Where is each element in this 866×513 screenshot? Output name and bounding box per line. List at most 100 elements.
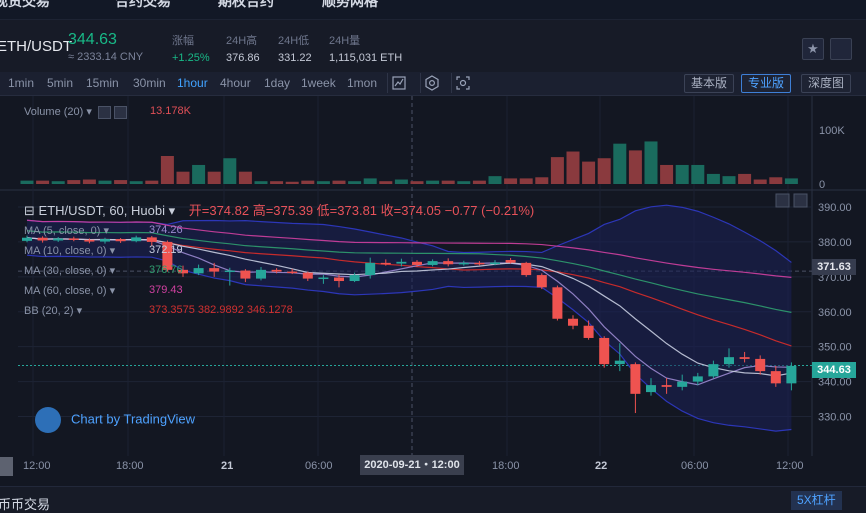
- watermark-text: Chart by TradingView: [71, 411, 196, 427]
- indicator-legend[interactable]: BB (20, 2) ▾ 373.3575 382.9892 346.1278: [24, 304, 293, 317]
- price-tick-label: 360.00: [818, 307, 852, 319]
- interval-1hour[interactable]: 1hour: [177, 76, 208, 90]
- nav-options[interactable]: 期权合约: [218, 0, 274, 9]
- price-chart[interactable]: 390.00380.00370.00360.00350.00340.00330.…: [0, 96, 866, 476]
- volume-bar: [457, 181, 471, 184]
- stat-value: 1,115,031 ETH: [329, 52, 403, 64]
- view-depth-button[interactable]: 深度图: [801, 74, 852, 93]
- volume-legend: Volume (20) ▾: [24, 105, 127, 119]
- candle-body: [396, 261, 407, 264]
- volume-bar: [160, 156, 174, 184]
- cny-price: ≈ 2333.14 CNY: [68, 51, 144, 63]
- price-tick-label: 380.00: [818, 237, 852, 249]
- stat-label: 涨幅: [172, 35, 194, 47]
- candle-body: [146, 237, 157, 242]
- volume-bar: [504, 178, 518, 184]
- indicator-value: 379.43: [149, 284, 183, 296]
- tab-spot-trading[interactable]: 币币交易: [0, 497, 51, 512]
- indicator-label: MA (30, close, 0) ▾: [24, 265, 116, 277]
- candle-body: [583, 325, 594, 338]
- indicator-legend[interactable]: MA (30, close, 0) ▾ 376.76: [24, 264, 183, 277]
- bb-lower-line: [26, 254, 792, 432]
- price-tick-label: 330.00: [818, 412, 852, 424]
- chart-style-icon[interactable]: [387, 73, 409, 93]
- settings-icon[interactable]: [97, 105, 111, 119]
- interval-1week[interactable]: 1week: [301, 76, 336, 90]
- crosshair-price-tag: 371.63: [812, 259, 856, 275]
- candle-body: [68, 238, 79, 240]
- candle-body: [755, 358, 766, 372]
- volume-bar: [207, 171, 221, 184]
- view-basic-button[interactable]: 基本版: [684, 74, 735, 93]
- leverage-button[interactable]: 5X杠杆: [791, 491, 842, 510]
- volume-bar: [394, 179, 408, 184]
- volume-bar: [238, 171, 252, 184]
- ma-30-line: [26, 230, 792, 313]
- dropdown-icon[interactable]: ▾: [86, 106, 92, 118]
- symbol-title[interactable]: ETH/USDT, 60, Huobi: [38, 203, 165, 218]
- volume-bar: [192, 164, 206, 184]
- star-icon[interactable]: ★: [802, 38, 824, 60]
- fullscreen-icon[interactable]: [830, 38, 852, 60]
- interval-1day[interactable]: 1day: [264, 76, 291, 90]
- interval-5min[interactable]: 5min: [47, 76, 74, 90]
- volume-bar: [597, 158, 611, 184]
- candle-body: [474, 262, 485, 265]
- bb-fill: [27, 205, 792, 432]
- candle-body: [568, 318, 578, 326]
- indicator-legend[interactable]: MA (10, close, 0) ▾ 372.19: [24, 244, 183, 257]
- volume-bar: [582, 161, 596, 184]
- volume-bar: [628, 150, 642, 184]
- indicator-label: BB (20, 2) ▾: [24, 305, 83, 317]
- nav-contract[interactable]: 合约交易: [115, 0, 171, 9]
- time-axis: 12:00 18:00 21 06:00 18:00 22 06:00 12:0…: [0, 456, 812, 476]
- indicator-legend[interactable]: MA (5, close, 0) ▾ 374.26: [24, 224, 183, 237]
- candle-body: [458, 262, 469, 265]
- candle-body: [100, 239, 110, 242]
- indicators-icon[interactable]: [420, 73, 442, 93]
- interval-30min[interactable]: 30min: [133, 76, 166, 90]
- candle-body: [677, 381, 688, 387]
- candle-body: [209, 268, 220, 272]
- nav-spot[interactable]: 现货交易: [0, 0, 50, 9]
- volume-tick-label: 100K: [819, 125, 845, 137]
- interval-1min[interactable]: 1min: [8, 76, 35, 90]
- volume-bar: [769, 177, 783, 184]
- chart-area[interactable]: 390.00 380.00 370.00 360.00 350.00 340.00 330.…: [0, 96, 866, 513]
- volume-bar: [550, 157, 564, 184]
- ma-60-line: [26, 219, 792, 278]
- pair-name[interactable]: ETH/USDT: [0, 38, 72, 55]
- volume-bar: [472, 180, 486, 184]
- volume-bar: [98, 180, 112, 184]
- candle-body: [692, 376, 703, 382]
- interval-4hour[interactable]: 4hour: [220, 76, 251, 90]
- candle-body: [240, 270, 251, 279]
- volume-bar: [784, 178, 798, 184]
- candle-body: [256, 269, 266, 279]
- candle-body: [302, 272, 313, 279]
- candle-body: [521, 262, 532, 276]
- dropdown-icon[interactable]: ▾: [168, 203, 176, 218]
- tradingview-watermark: Chart by TradingView: [35, 407, 195, 433]
- candle-body: [599, 337, 610, 365]
- scroll-handle[interactable]: [0, 457, 13, 476]
- stat-label: 24H量: [329, 35, 361, 47]
- indicator-label: MA (10, close, 0) ▾: [24, 245, 116, 257]
- nav-grid[interactable]: 顺势网格: [322, 0, 378, 9]
- stat-change: 涨幅 +1.25%: [172, 32, 210, 64]
- price-tick-label: 350.00: [818, 342, 852, 354]
- collapse-icon[interactable]: ⊟: [24, 203, 35, 218]
- volume-bar: [332, 180, 346, 184]
- close-icon[interactable]: [113, 105, 127, 119]
- interval-15min[interactable]: 15min: [86, 76, 119, 90]
- view-pro-button[interactable]: 专业版: [741, 74, 792, 93]
- indicator-legend[interactable]: MA (60, close, 0) ▾ 379.43: [24, 284, 183, 297]
- interval-1mon[interactable]: 1mon: [347, 76, 378, 90]
- candle-body: [661, 385, 672, 387]
- last-price: 344.63: [68, 31, 117, 48]
- screenshot-icon[interactable]: [451, 73, 473, 93]
- time-label: 12:00: [776, 460, 804, 472]
- indicator-value: 374.26: [149, 224, 183, 236]
- indicator-value: 376.76: [149, 264, 183, 276]
- volume-bar: [675, 164, 689, 184]
